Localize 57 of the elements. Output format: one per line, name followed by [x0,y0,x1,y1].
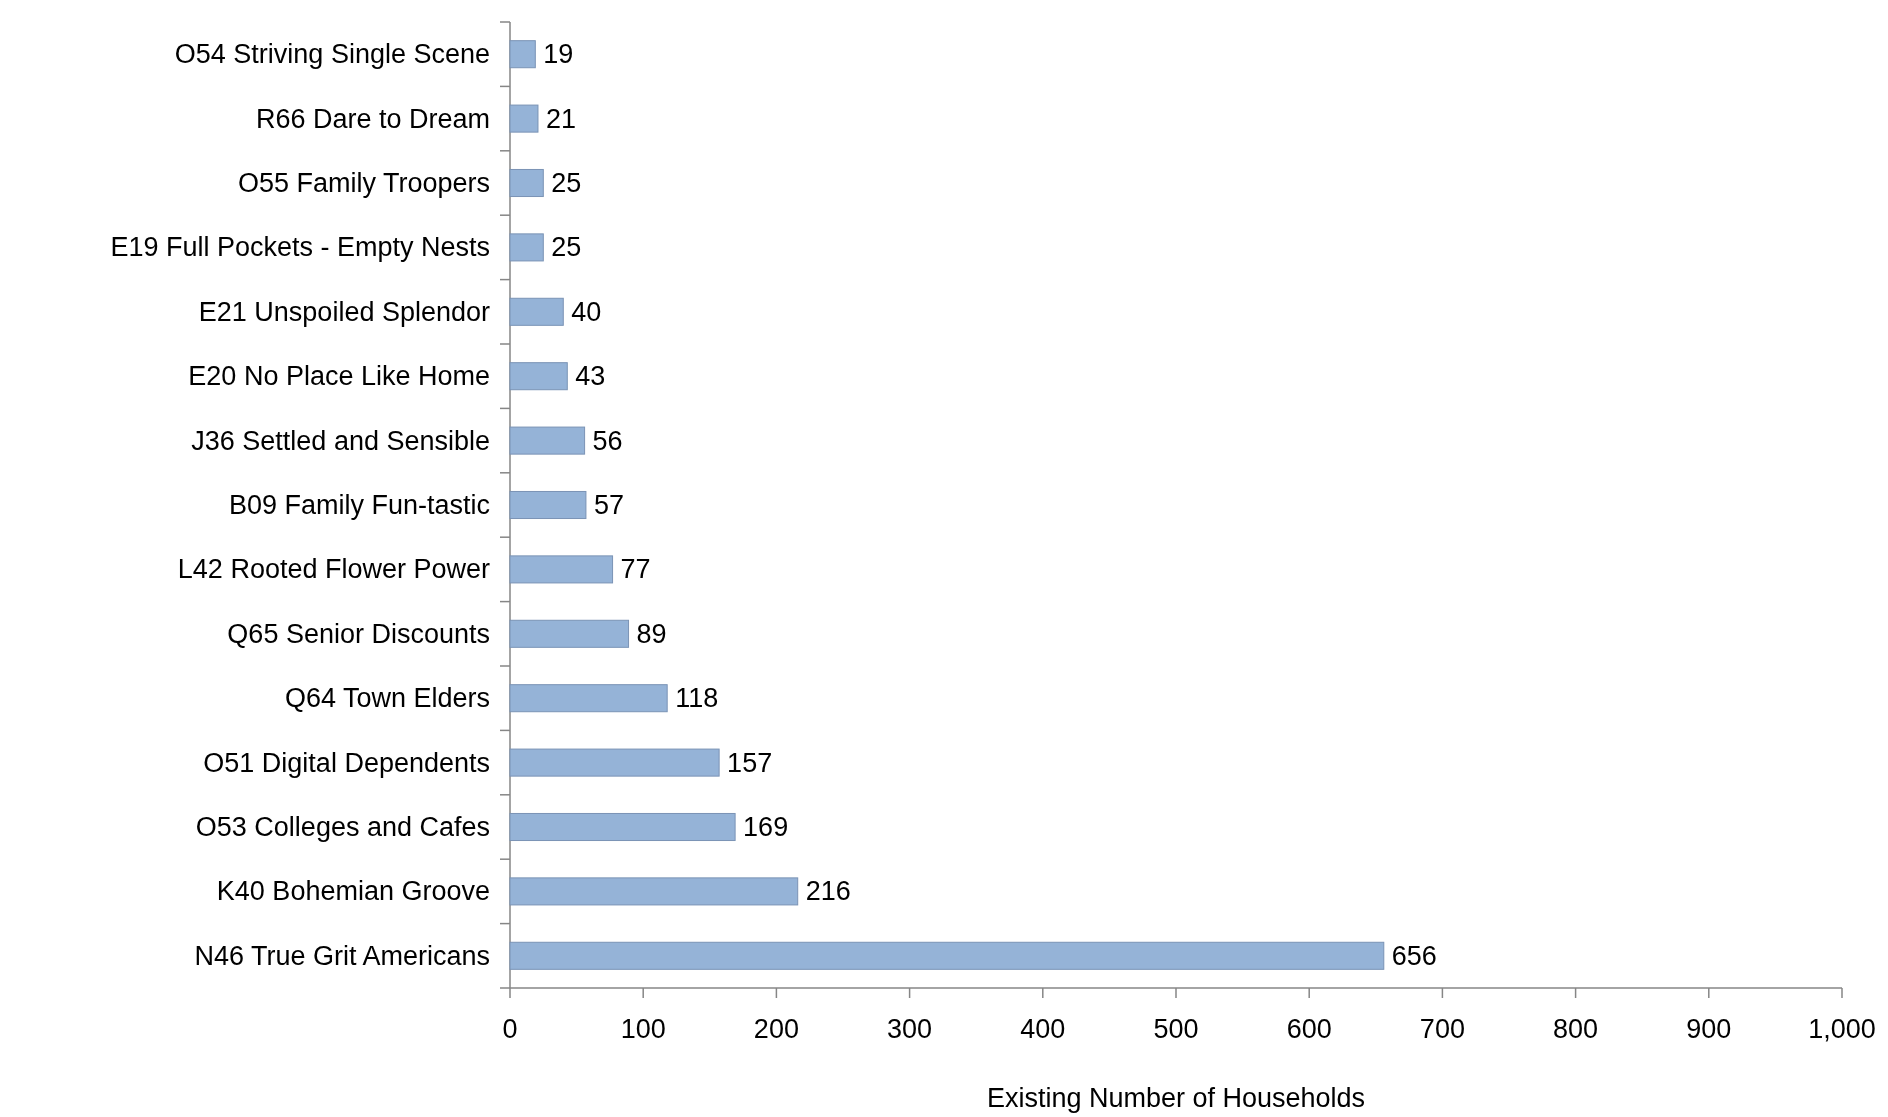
y-tick-label: Q64 Town Elders [284,683,490,714]
y-tick-label: L42 Rooted Flower Power [177,554,490,585]
data-label: 57 [593,490,624,520]
x-tick-label: 300 [887,1014,933,1044]
y-tick-label: E21 Unspoiled Splendor [198,296,490,327]
data-label: 56 [592,425,623,456]
x-tick-label: 700 [1419,1014,1465,1044]
x-tick-label: 200 [753,1014,799,1044]
data-label: 21 [545,103,577,134]
data-label: 25 [551,168,582,198]
y-tick-label: E20 No Place Like Home [188,361,490,392]
data-label: 43 [575,361,606,392]
x-tick-label: 100 [620,1014,666,1044]
bar [509,941,1385,970]
data-label: 89 [636,618,667,649]
x-tick-label: 600 [1286,1014,1332,1044]
x-tick-label: 800 [1553,1014,1599,1044]
bar [509,748,720,777]
x-tick-label: 0 [502,1014,518,1044]
data-label: 216 [805,876,851,907]
bar [509,233,544,262]
x-tick-label: 1,000 [1808,1014,1876,1044]
data-label: 40 [571,296,602,327]
y-tick-label: O55 Family Troopers [237,168,490,198]
data-label: 25 [551,232,582,263]
y-tick-label: B09 Family Fun-tastic [228,490,490,520]
x-tick-label: 400 [1020,1014,1066,1044]
x-tick-label: 500 [1153,1014,1199,1044]
bar [509,168,544,198]
x-tick-label: 900 [1686,1014,1732,1044]
data-label: 656 [1391,940,1437,971]
data-label: 118 [675,683,719,714]
y-tick-label: O51 Digital Dependents [203,747,490,778]
y-tick-label: Q65 Senior Discounts [227,618,490,649]
bar [509,812,736,842]
y-tick-label: N46 True Grit Americans [194,940,490,971]
bar [509,684,668,713]
y-tick-label: O53 Colleges and Cafes [195,812,490,842]
y-tick-label: K40 Bohemian Groove [216,876,490,907]
x-axis-title: Existing Number of Households [986,1083,1366,1113]
bar [509,426,586,455]
bar [509,877,799,906]
bar [509,619,630,648]
bar [509,490,587,520]
bar [509,555,614,584]
data-label: 157 [727,747,773,778]
data-label: 169 [743,812,789,842]
bar [509,104,539,133]
bar [509,362,568,391]
bar [509,297,564,326]
bar [509,40,536,69]
y-tick-label: E19 Full Pockets - Empty Nests [110,232,490,263]
y-tick-label: J36 Settled and Sensible [191,425,490,456]
y-tick-label: R66 Dare to Dream [255,103,490,134]
y-tick-label: O54 Striving Single Scene [174,39,490,70]
data-label: 77 [620,554,651,585]
data-label: 19 [543,39,574,70]
